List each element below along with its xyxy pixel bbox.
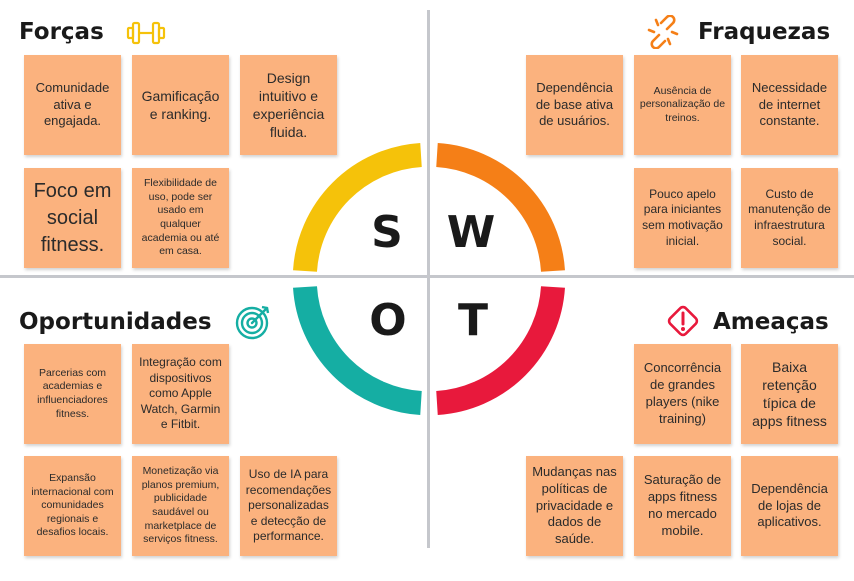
opportunities-title: Oportunidades <box>19 309 212 335</box>
strengths-arc <box>293 143 423 273</box>
horizontal-divider <box>0 275 854 278</box>
strengths-note-2: Gamificação e ranking. <box>132 55 229 155</box>
dumbbell-icon <box>126 21 166 45</box>
opportunities-note-5: Uso de IA para recomendações personaliza… <box>240 456 337 556</box>
weaknesses-title: Fraquezas <box>698 19 831 45</box>
warning-icon <box>667 305 699 337</box>
broken-link-icon <box>647 15 679 49</box>
swot-letter-o: O <box>369 295 407 346</box>
opportunities-note-4: Monetização via planos premium, publicid… <box>132 456 229 556</box>
threats-note-1: Concorrência de grandes players (nike tr… <box>634 344 731 444</box>
weaknesses-note-5: Custo de manutenção de infraestrutura so… <box>741 168 838 268</box>
strengths-note-4: Foco em social fitness. <box>24 168 121 268</box>
threats-note-3: Mudanças nas políticas de privacidade e … <box>526 456 623 556</box>
swot-letter-t: T <box>457 295 488 346</box>
weaknesses-note-4: Pouco apelo para iniciantes sem motivaçã… <box>634 168 731 268</box>
weaknesses-arc <box>435 143 565 273</box>
weaknesses-note-1: Dependência de base ativa de usuários. <box>526 55 623 155</box>
strengths-note-1: Comunidade ativa e engajada. <box>24 55 121 155</box>
threats-title: Ameaças <box>713 309 829 335</box>
strengths-title: Forças <box>19 19 104 45</box>
opportunities-note-1: Parcerias com academias e influenciadore… <box>24 344 121 444</box>
threats-arc <box>435 285 565 415</box>
opportunities-arc <box>293 285 423 415</box>
threats-note-4: Saturação de apps fitness no mercado mob… <box>634 456 731 556</box>
strengths-note-3: Design intuitivo e experiência fluida. <box>240 55 337 155</box>
weaknesses-note-3: Necessidade de internet constante. <box>741 55 838 155</box>
weaknesses-note-2: Ausência de personalização de treinos. <box>634 55 731 155</box>
vertical-divider <box>427 10 430 548</box>
opportunities-note-3: Expansão internacional com comunidades r… <box>24 456 121 556</box>
swot-ring <box>293 143 565 415</box>
opportunities-note-2: Integração com dispositivos como Apple W… <box>132 344 229 444</box>
threats-note-5: Dependência de lojas de aplicativos. <box>741 456 838 556</box>
swot-letter-s: S <box>371 207 403 258</box>
strengths-note-5: Flexibilidade de uso, pode ser usado em … <box>132 168 229 268</box>
swot-letter-w: W <box>446 207 496 258</box>
threats-note-2: Baixa retenção típica de apps fitness <box>741 344 838 444</box>
target-icon <box>235 305 270 340</box>
